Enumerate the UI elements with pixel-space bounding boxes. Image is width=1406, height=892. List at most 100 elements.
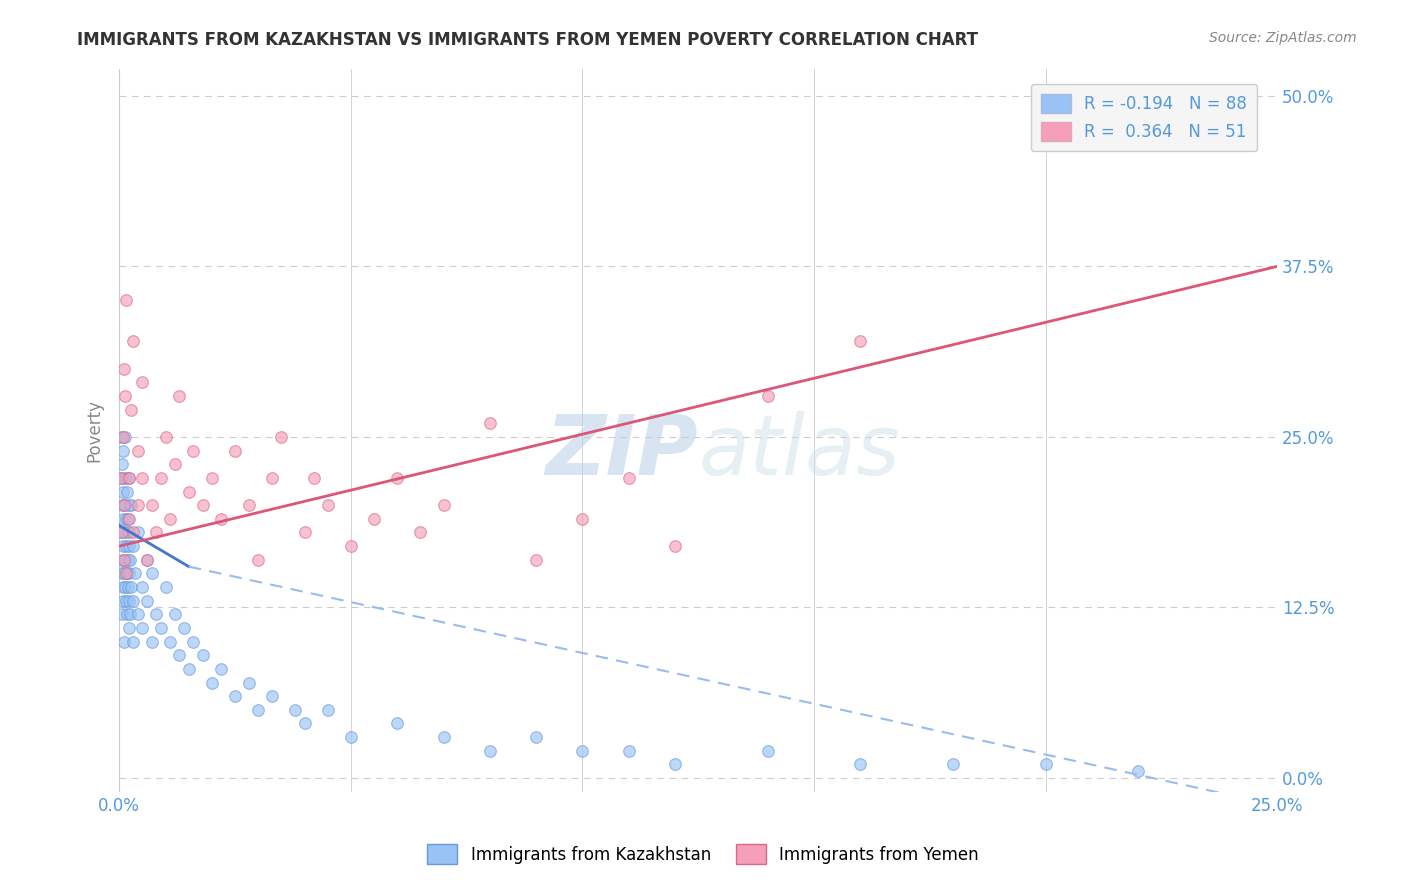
Legend: Immigrants from Kazakhstan, Immigrants from Yemen: Immigrants from Kazakhstan, Immigrants f… [420,838,986,871]
Point [114,512,136,526]
Point [169,648,191,663]
Point [163,607,186,622]
Point [118,566,141,581]
Point [131,621,153,635]
Point [111,580,134,594]
Text: atlas: atlas [699,411,900,492]
Point [118,471,141,485]
Point [571,512,593,526]
Point [111,553,134,567]
Text: Source: ZipAtlas.com: Source: ZipAtlas.com [1209,31,1357,45]
Point [159,634,181,648]
Point [141,566,163,581]
Point [115,607,138,622]
Point [117,539,139,553]
Point [385,716,408,731]
Point [163,457,186,471]
Point [120,553,142,567]
Point [117,471,139,485]
Point [238,675,260,690]
Point [409,525,432,540]
Point [155,430,177,444]
Point [141,498,163,512]
Point [122,634,145,648]
Point [124,566,146,581]
Point [112,566,135,581]
Point [112,553,135,567]
Point [201,675,224,690]
Point [112,443,135,458]
Point [191,648,214,663]
Point [127,525,149,540]
Point [159,512,181,526]
Legend: R = -0.194   N = 88, R =  0.364   N = 51: R = -0.194 N = 88, R = 0.364 N = 51 [1031,84,1257,151]
Point [114,498,136,512]
Point [340,730,363,744]
Point [149,471,172,485]
Point [664,539,686,553]
Point [183,634,205,648]
Point [238,498,260,512]
Point [122,334,145,349]
Point [849,757,872,772]
Point [201,471,224,485]
Point [145,607,167,622]
Point [363,512,385,526]
Point [849,334,872,349]
Point [145,525,167,540]
Point [117,512,139,526]
Point [114,389,136,403]
Point [117,593,139,607]
Point [617,744,640,758]
Point [112,498,135,512]
Point [127,443,149,458]
Point [115,539,138,553]
Point [1128,764,1150,779]
Point [1035,757,1057,772]
Point [136,553,159,567]
Point [131,471,153,485]
Point [316,498,339,512]
Point [524,730,547,744]
Text: IMMIGRANTS FROM KAZAKHSTAN VS IMMIGRANTS FROM YEMEN POVERTY CORRELATION CHART: IMMIGRANTS FROM KAZAKHSTAN VS IMMIGRANTS… [77,31,979,49]
Point [284,703,307,717]
Point [340,539,363,553]
Point [478,744,501,758]
Point [117,512,139,526]
Point [177,662,200,676]
Point [294,525,316,540]
Point [169,389,191,403]
Point [110,566,132,581]
Point [191,498,214,512]
Point [141,634,163,648]
Point [108,471,131,485]
Point [756,744,779,758]
Point [155,580,177,594]
Point [117,498,139,512]
Point [120,498,142,512]
Point [114,580,136,594]
Point [270,430,292,444]
Point [112,539,135,553]
Point [247,553,270,567]
Point [112,525,135,540]
Point [617,471,640,485]
Point [111,512,134,526]
Point [118,525,141,540]
Point [110,607,132,622]
Point [114,553,136,567]
Point [122,525,145,540]
Point [117,580,139,594]
Point [177,484,200,499]
Point [120,402,142,417]
Point [524,553,547,567]
Point [114,593,136,607]
Point [110,525,132,540]
Point [111,593,134,607]
Point [115,484,138,499]
Point [432,730,454,744]
Point [294,716,316,731]
Point [115,566,138,581]
Point [115,525,138,540]
Point [756,389,779,403]
